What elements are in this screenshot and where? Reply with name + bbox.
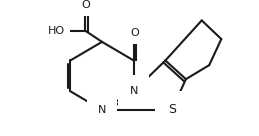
Text: N: N: [98, 105, 106, 115]
Text: N: N: [130, 86, 138, 96]
Text: O: O: [130, 28, 139, 38]
Text: O: O: [82, 0, 91, 10]
Text: HO: HO: [48, 26, 65, 36]
Text: S: S: [168, 103, 176, 116]
